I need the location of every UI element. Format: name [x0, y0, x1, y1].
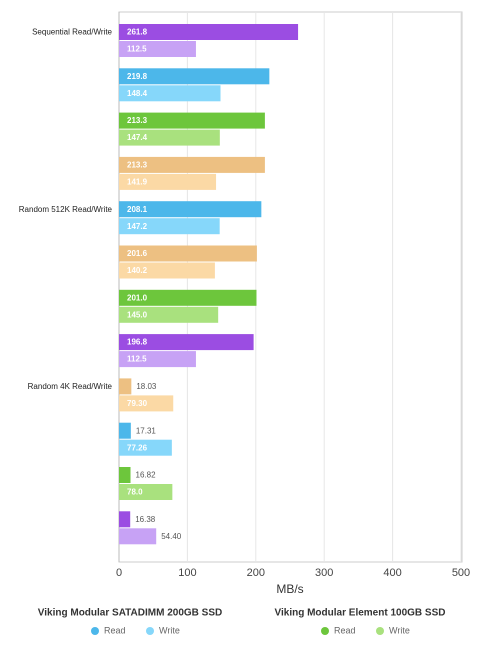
value-label: 196.8 [127, 338, 148, 347]
value-label: 140.2 [127, 266, 148, 275]
bar [119, 378, 132, 395]
legend-marker [91, 627, 99, 635]
bar [119, 218, 220, 235]
bar [119, 306, 219, 323]
legend-label: Read [334, 625, 356, 635]
value-label: 219.8 [127, 72, 148, 81]
value-label: 145.0 [127, 310, 148, 319]
x-axis-label: MB/s [276, 582, 303, 596]
bar [119, 262, 215, 279]
legend-label: Write [159, 625, 180, 635]
value-label: 79.30 [127, 399, 148, 408]
bar [119, 201, 262, 218]
bar [119, 41, 196, 57]
x-tick-label: 300 [315, 567, 333, 579]
bar [119, 395, 174, 412]
x-tick-label: 0 [116, 567, 122, 579]
legend-marker [376, 627, 384, 635]
value-label: 16.38 [135, 515, 156, 524]
bar [119, 484, 173, 500]
value-label: 201.6 [127, 249, 148, 258]
bar [119, 422, 131, 439]
bar [119, 351, 196, 368]
value-label: 213.3 [127, 116, 148, 125]
legend-marker [321, 627, 329, 635]
bar [119, 112, 265, 129]
value-label: 17.31 [136, 426, 157, 435]
value-label: 208.1 [127, 205, 148, 214]
value-label: 148.4 [127, 89, 148, 98]
bar [119, 85, 221, 102]
value-label: 147.2 [127, 222, 148, 231]
x-tick-label: 500 [452, 567, 470, 579]
bar [119, 156, 265, 173]
value-label: 78.0 [127, 488, 143, 497]
value-label: 201.0 [127, 293, 148, 302]
value-label: 112.5 [127, 355, 147, 364]
bar [119, 467, 131, 483]
legend-label: Write [389, 625, 410, 635]
bar [119, 24, 299, 40]
bar [119, 511, 131, 528]
bar [119, 129, 220, 146]
x-tick-label: 200 [247, 567, 265, 579]
bar [119, 289, 257, 306]
value-label: 18.03 [136, 382, 157, 391]
category-label: Random 512K Read/Write [19, 205, 113, 214]
bar [119, 68, 270, 85]
value-label: 112.5 [127, 45, 147, 54]
bar [119, 173, 217, 190]
value-label: 141.9 [127, 178, 148, 187]
category-label: Random 4K Read/Write [28, 382, 113, 391]
value-label: 213.3 [127, 161, 148, 170]
category-label: Sequential Read/Write [32, 28, 112, 37]
bar [119, 528, 157, 545]
bar [119, 245, 257, 262]
x-tick-label: 400 [383, 567, 401, 579]
bar [119, 334, 254, 351]
value-label: 77.26 [127, 443, 148, 452]
x-tick-label: 100 [178, 567, 196, 579]
value-label: 16.82 [136, 471, 157, 480]
legend-title: Viking Modular SATADIMM 200GB SSD [38, 608, 222, 619]
value-label: 261.8 [127, 28, 148, 37]
value-label: 54.40 [161, 532, 182, 541]
legend-title: Viking Modular Element 100GB SSD [275, 608, 446, 619]
bar [119, 439, 172, 456]
legend-label: Read [104, 625, 126, 635]
value-label: 147.4 [127, 133, 148, 142]
legend-marker [146, 627, 154, 635]
